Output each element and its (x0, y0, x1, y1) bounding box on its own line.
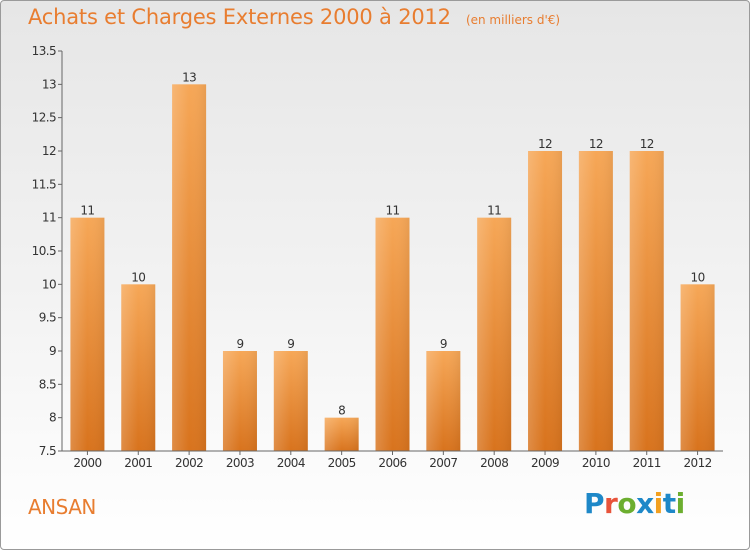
x-tick-label: 2010 (582, 456, 610, 470)
x-tick-label: 2008 (480, 456, 508, 470)
value-label: 9 (287, 337, 294, 351)
y-tick-label: 9.5 (39, 311, 56, 325)
bar-shade-2012 (680, 284, 715, 451)
y-tick-label: 8 (49, 411, 56, 425)
y-tick-label: 11 (42, 211, 56, 225)
x-tick-label: 2006 (378, 456, 406, 470)
value-label: 12 (589, 137, 603, 151)
bar-shade-2005 (324, 417, 359, 451)
bars-layer (70, 84, 715, 451)
chart-title: Achats et Charges Externes 2000 à 2012 (28, 5, 451, 29)
y-tick-label: 7.5 (39, 444, 56, 458)
y-tick-label: 12 (42, 144, 56, 158)
y-tick-label: 13.5 (32, 44, 56, 58)
labels-layer: 7.5 8 8.5 9 9.5 10 10.5 11 11.5 12 12.5 13 13.5 2000 1… (32, 44, 713, 470)
x-tick-label: 2011 (633, 456, 661, 470)
y-tick-label: 10.5 (32, 244, 56, 258)
x-tick-label: 2012 (684, 456, 712, 470)
value-label: 8 (338, 404, 345, 418)
value-label: 11 (80, 204, 94, 218)
bar-shade-2007 (426, 351, 461, 451)
x-tick-label: 2004 (277, 456, 305, 470)
bar-shade-2010 (578, 151, 613, 451)
value-label: 10 (131, 270, 145, 284)
bar-shade-2002 (172, 84, 207, 451)
bar-shade-2004 (273, 351, 308, 451)
bar-shade-2003 (222, 351, 257, 451)
x-tick-label: 2007 (429, 456, 457, 470)
x-tick-label: 2009 (531, 456, 559, 470)
chart-unit: (en milliers d'€) (465, 13, 561, 27)
x-tick-label: 2003 (226, 456, 254, 470)
y-tick-label: 11.5 (32, 177, 56, 191)
value-label: 13 (182, 70, 196, 84)
value-label: 11 (385, 204, 399, 218)
bar-shade-2011 (629, 151, 664, 451)
y-tick-label: 12.5 (32, 111, 56, 125)
bar-shade-2009 (528, 151, 563, 451)
bar-shade-2006 (375, 217, 410, 451)
value-label: 12 (640, 137, 654, 151)
value-label: 9 (440, 337, 447, 351)
value-label: 12 (538, 137, 552, 151)
y-tick-label: 10 (42, 277, 56, 291)
y-tick-label: 8.5 (39, 377, 56, 391)
value-label: 9 (236, 337, 243, 351)
x-tick-label: 2002 (175, 456, 203, 470)
axes-layer (58, 50, 723, 455)
bar-shade-2001 (121, 284, 156, 451)
value-label: 11 (487, 204, 501, 218)
proxiti-logo[interactable]: Proxiti (584, 487, 685, 520)
y-tick-label: 9 (49, 344, 56, 358)
bar-shade-2008 (477, 217, 512, 451)
x-tick-label: 2000 (73, 456, 101, 470)
x-tick-label: 2005 (328, 456, 356, 470)
title-block: Achats et Charges Externes 2000 à 2012 (… (28, 5, 560, 29)
y-tick-label: 13 (42, 77, 56, 91)
x-tick-label: 2001 (124, 456, 152, 470)
bar-shade-2000 (70, 217, 105, 451)
commune-name: ANSAN (28, 495, 96, 519)
value-label: 10 (691, 270, 705, 284)
